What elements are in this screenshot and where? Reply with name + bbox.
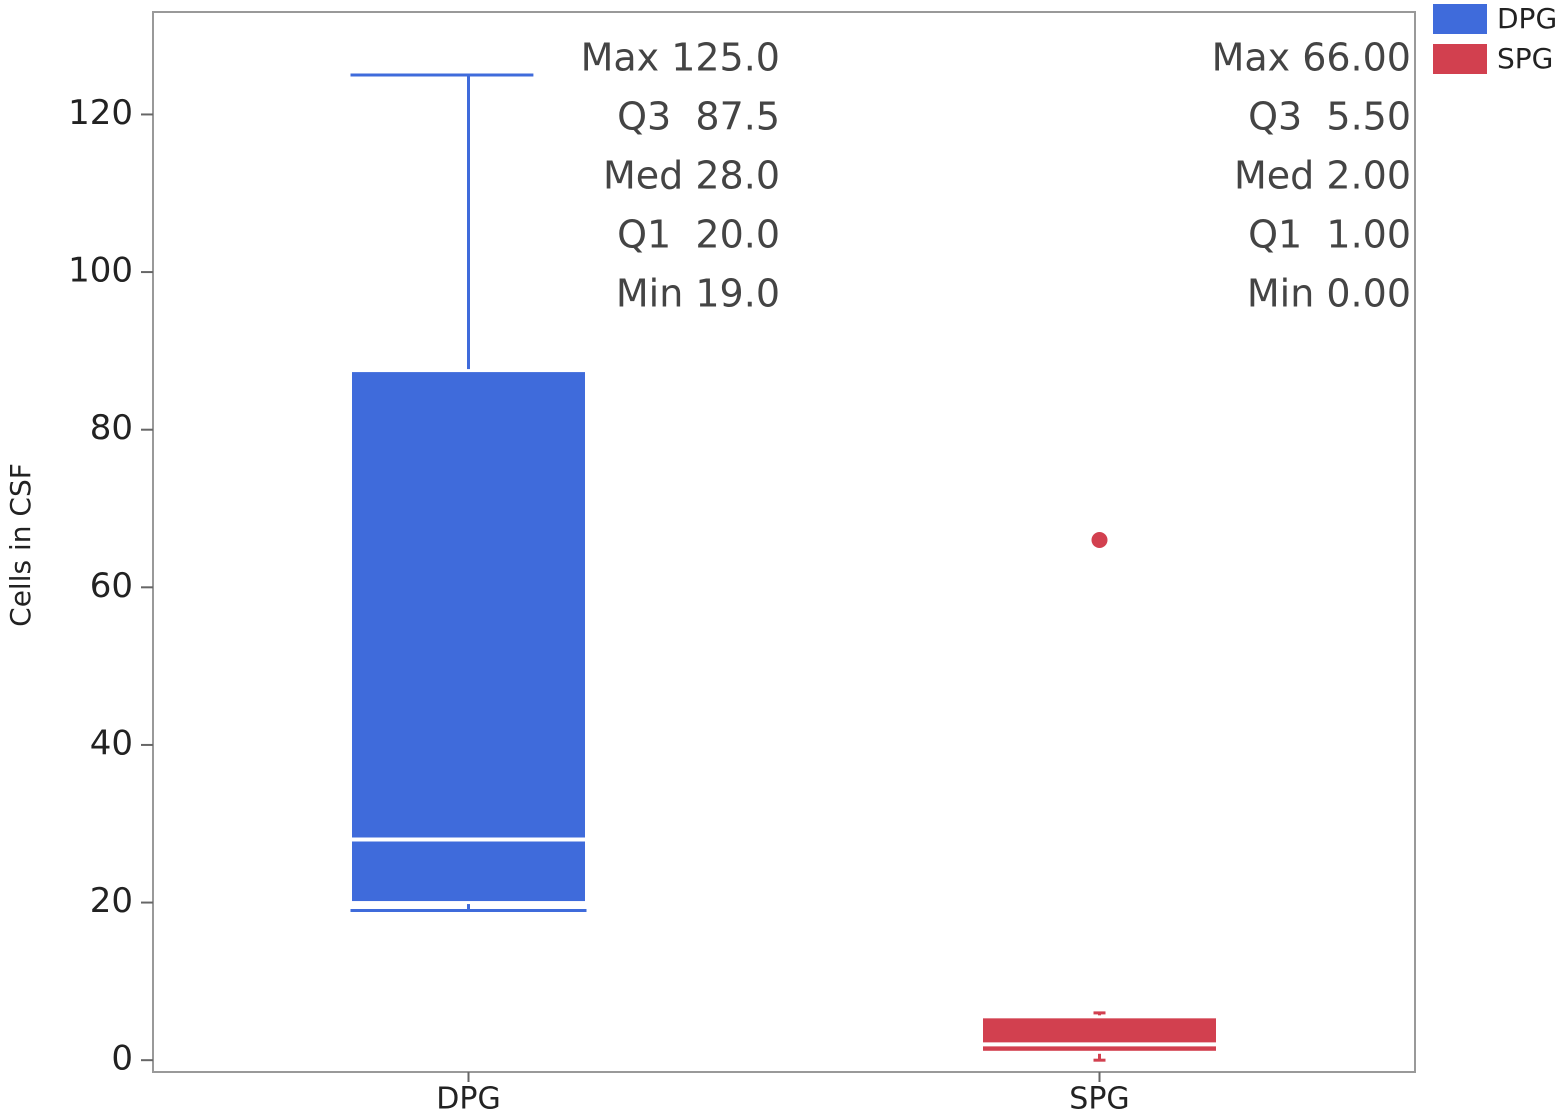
- stat-label: Med 28.0: [603, 154, 780, 198]
- stat-label: Max 125.0: [581, 36, 780, 80]
- y-tick-label: 40: [90, 723, 133, 763]
- legend-label: SPG: [1497, 42, 1553, 75]
- x-tick-label: SPG: [1069, 1082, 1129, 1112]
- stat-label: Min 0.00: [1247, 272, 1411, 316]
- stat-label: Med 2.00: [1234, 154, 1411, 198]
- outlier: [1091, 532, 1108, 549]
- x-tick-label: DPG: [436, 1082, 500, 1112]
- legend-swatch: [1433, 4, 1487, 34]
- y-tick-label: 0: [111, 1039, 133, 1079]
- stat-label: Max 66.00: [1212, 36, 1411, 80]
- y-tick-label: 120: [68, 93, 133, 133]
- y-axis-label: Cells in CSF: [4, 463, 37, 627]
- box: [980, 1015, 1219, 1054]
- stat-label: Q1 1.00: [1248, 213, 1411, 257]
- plot-frame: [152, 11, 1416, 1073]
- stat-label: Min 19.0: [616, 272, 780, 316]
- stat-label: Q1 20.0: [617, 213, 780, 257]
- box: [349, 369, 588, 905]
- stat-label: Q3 87.5: [617, 95, 780, 139]
- y-tick-label: 20: [90, 881, 133, 921]
- stat-label: Q3 5.50: [1248, 95, 1411, 139]
- legend-label: DPG: [1497, 2, 1557, 35]
- y-tick-label: 60: [90, 566, 133, 606]
- y-tick-label: 80: [90, 408, 133, 448]
- legend-swatch: [1433, 44, 1487, 74]
- y-tick-label: 100: [68, 251, 133, 291]
